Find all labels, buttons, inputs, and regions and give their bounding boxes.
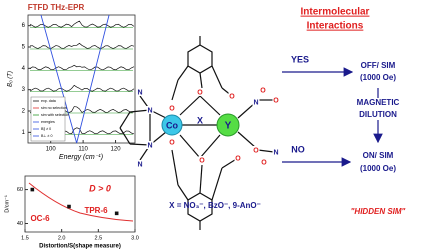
data-point [67,204,71,209]
y-atom [216,113,240,137]
thz-x-label: Energy (cm⁻¹) [59,154,103,161]
atom-label: N [273,149,278,156]
x-tick-label: 2.0 [58,235,66,241]
atom-bg [168,104,176,112]
y-tick-label: 60 [17,187,23,193]
heading: Interactions [307,21,364,32]
hidden-sim: "HIDDEN SIM" [351,207,406,216]
off-sim: (1000 Oe) [360,73,396,82]
spectrum-trace [29,42,135,49]
x-tick-label: 110 [78,147,88,153]
spectrum-trace [29,20,135,28]
x-tick-label: 3.0 [131,235,139,241]
legend-label: sim no selection [41,106,67,110]
d-annotation: OC-6 [30,214,50,223]
thz-plot: 1 2 3 4 5 6 100 110 120 exp. data sim no selection… [22,14,135,153]
legend-box [30,96,66,142]
legend-label: energies [41,120,55,124]
x-tick-label: 100 [46,147,57,153]
atom-bg [198,156,206,164]
atom-label: N [147,107,152,114]
legend-label: sim with selection [41,113,69,117]
metal-label: Y [225,121,232,132]
atom-bg [146,141,154,149]
atom-label: O [199,157,205,164]
d-fit-curve [28,182,134,222]
d-x-label: Distortion/S(shape measure) [39,244,121,250]
formula: X = NO₃⁻, BzO⁻, 9-AnO⁻ [169,201,261,210]
data-point [114,211,119,216]
molecule-bonds [119,36,275,230]
atom-label: N [253,99,258,106]
energy-lines [40,14,110,144]
heading: Intermolecular [301,7,370,18]
y-tick-label: 3 [22,87,26,93]
co-atom [161,114,183,136]
y-tick-label: 40 [17,221,23,227]
y-tick-label: 1 [22,130,26,136]
data-point [30,187,35,192]
atom-label: O [235,155,241,162]
y-tick-label: 6 [22,23,26,29]
d-frame [24,175,136,233]
atom-label: N [137,89,142,96]
dilution: MAGNETIC [357,98,400,107]
atom-label: O [273,97,279,104]
on-sim: (1000 Oe) [360,164,396,173]
atom-bg [260,158,268,166]
atom-label: O [260,87,266,94]
d-annotation: TPR-6 [84,206,108,215]
atom-bg [272,148,280,156]
spectrum-trace [29,64,135,71]
atom-label: N [147,142,152,149]
thz-y-label: B₀ (T) [8,71,14,87]
atom-label: O [261,159,267,166]
x-tick-label: 2.5 [95,235,103,241]
atom-bg [136,88,144,96]
atom-bg [252,98,260,106]
spectrum-trace [29,84,135,92]
atom-bg [136,160,144,168]
on-sim: ON/ SIM [363,151,394,160]
atom-label: O [197,89,203,96]
atom-label: O [169,139,175,146]
atom-label: O [253,147,259,154]
atom-label: O [169,105,175,112]
atom-bg [196,88,204,96]
d-y-label: D/cm⁻¹ [4,195,10,213]
bridge-label: X [197,115,203,125]
d-annotation: D > 0 [89,183,111,193]
thz-frame [27,14,136,144]
y-tick-label: 4 [22,66,26,72]
no-label: NO [291,144,305,154]
atom-bg [259,86,267,94]
thz-title: FTFD THz-EPR [28,3,85,12]
atom-bg [272,96,280,104]
y-tick-label: 5 [22,45,26,51]
x-tick-label: 120 [111,147,122,153]
atom-bg [252,146,260,154]
yes-label: YES [291,54,309,64]
metal-label: Co [166,120,178,130]
atom-bg [146,106,154,114]
off-sim: OFF/ SIM [361,61,396,70]
d-plot: 40 60 1.5 2.0 2.5 3.0 [17,187,139,241]
x-tick-label: 1.5 [21,235,29,241]
dilution-bg [350,98,406,120]
atom-label: N [137,161,142,168]
atom-bg [228,92,236,100]
legend-label: exp. data [41,99,56,103]
atom-label: O [229,93,235,100]
atom-bg [234,154,242,162]
legend-label: B∥ ≠ 0 [41,126,51,131]
dilution: DILUTION [359,110,397,119]
legend-label: B⊥ ≠ 0 [41,134,53,138]
atom-bg [168,138,176,146]
y-tick-label: 2 [22,109,26,115]
